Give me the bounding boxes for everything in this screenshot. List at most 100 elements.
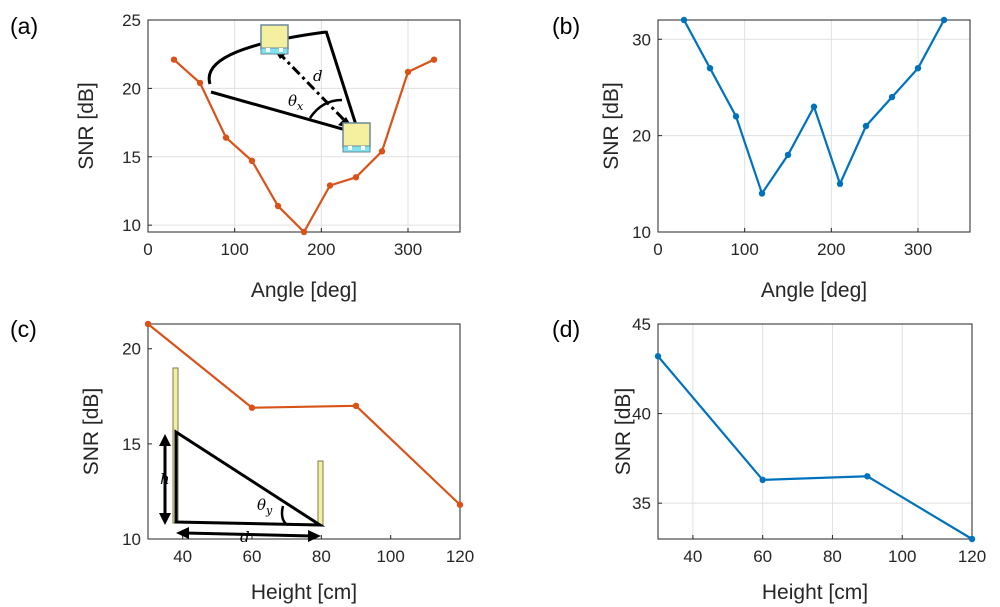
chart-b-point-3 <box>758 190 766 197</box>
chart-a-ytick-label-3: 25 <box>122 11 141 30</box>
chart-c-xtick-label-3: 100 <box>376 547 404 566</box>
chart-c-xtick-label-0: 40 <box>173 547 192 566</box>
chart-a-point-4 <box>274 202 282 210</box>
chart-b-point-4 <box>784 151 792 159</box>
chart-a-ytick-label-1: 15 <box>122 148 141 167</box>
chart-a-xtick-label-0: 0 <box>143 240 152 259</box>
inset-a-antenna-rx <box>342 122 371 153</box>
chart-d-xtick-label-0: 40 <box>683 547 702 566</box>
chart-d-ytick-label-0: 35 <box>632 494 651 513</box>
inset-c-distance-arrow-left <box>176 527 189 539</box>
chart-a-point-5 <box>300 228 308 236</box>
chart-c-series-line <box>147 323 461 506</box>
inset-a-antenna-tx <box>260 24 289 55</box>
chart-b-point-8 <box>888 93 896 101</box>
chart-d-point-1 <box>759 476 766 484</box>
inset-a-arc <box>207 30 327 85</box>
inset-a-diagram: d θ x <box>207 24 371 153</box>
inset-c-height-arrow-bottom <box>159 513 171 525</box>
chart-d-ylabel: SNR [dB] <box>612 388 635 476</box>
chart-b-xlabel: Angle [deg] <box>761 279 867 302</box>
inset-c-triangle <box>174 429 326 527</box>
chart-c-ytick-label-0: 10 <box>122 530 141 549</box>
chart-a-xlabel: Angle [deg] <box>251 279 357 302</box>
chart-a-ytick-label-0: 10 <box>122 216 141 235</box>
chart-b-point-6 <box>836 180 844 188</box>
chart-b-xtick-label-0: 0 <box>653 240 662 259</box>
panel-label-a: (a) <box>10 13 38 39</box>
chart-d-series-line <box>657 355 973 540</box>
panel-label-c: (c) <box>10 316 37 342</box>
chart-a-axes-box <box>147 19 461 233</box>
chart-a-point-8 <box>378 148 386 155</box>
inset-a-line-top <box>324 30 358 126</box>
chart-c: 40 60 80 100 120 10 15 20 Height [cm] SNR [dB] <box>80 320 474 604</box>
chart-a-xtick-label-2: 200 <box>307 240 335 259</box>
chart-c-ylabel: SNR [dB] <box>80 388 103 476</box>
chart-d-ytick-label-2: 45 <box>632 315 651 334</box>
chart-c-ytick-label-2: 20 <box>122 340 141 359</box>
inset-c-antenna-right <box>317 460 324 526</box>
chart-a-point-10 <box>430 56 438 63</box>
inset-c-height-arrow-top <box>159 434 171 446</box>
chart-d-ytick-label-1: 40 <box>632 405 651 424</box>
chart-c-xtick-label-2: 80 <box>312 547 331 566</box>
chart-c-xlabel: Height [cm] <box>251 581 357 604</box>
chart-a-ytick-label-2: 20 <box>122 79 141 98</box>
chart-a-point-1 <box>196 79 204 87</box>
inset-a-label-theta: θ <box>288 92 297 110</box>
chart-d-point-2 <box>864 473 871 480</box>
chart-b-xtick-label-1: 100 <box>730 240 758 259</box>
chart-a-ylabel: SNR [dB] <box>75 82 98 170</box>
chart-c-xtick-label-1: 60 <box>243 547 262 566</box>
inset-c-distance-arrow-right <box>308 530 321 542</box>
chart-a-point-7 <box>352 174 360 181</box>
chart-c-axes-box <box>147 323 461 540</box>
inset-c-diagram: h d θ y <box>159 367 326 546</box>
chart-b-point-9 <box>914 64 922 72</box>
chart-a-series-line <box>173 58 435 234</box>
chart-b-point-7 <box>862 122 870 130</box>
inset-c-label-d: d <box>240 528 250 546</box>
chart-c-xtick-label-4: 120 <box>446 547 474 566</box>
chart-d-point-0 <box>654 353 662 360</box>
inset-a-line-bottom <box>210 90 347 132</box>
chart-a-point-0 <box>170 56 178 63</box>
chart-b-point-2 <box>732 113 740 120</box>
chart-c-point-0 <box>144 320 152 328</box>
inset-c-label-theta-sub: y <box>265 504 273 517</box>
chart-b-point-5 <box>810 103 818 110</box>
inset-c-distance-arrow <box>184 531 313 538</box>
chart-a: 0 100 200 300 10 15 20 25 Angle [deg] SNR [dB] <box>75 11 461 302</box>
chart-b-ytick-label-0: 10 <box>632 223 651 242</box>
chart-a-xtick-label-3: 300 <box>394 240 422 259</box>
chart-b: 0 100 200 300 10 20 30 Angle [deg] SNR [dB] <box>600 16 971 302</box>
chart-a-point-2 <box>222 134 230 141</box>
chart-b-ylabel: SNR [dB] <box>600 82 623 170</box>
chart-d: 40 60 80 100 120 35 40 45 Height [cm] SNR [dB] <box>612 315 986 604</box>
chart-b-point-10 <box>940 16 948 24</box>
inset-a-label-d: d <box>313 67 323 85</box>
chart-b-ytick-label-2: 30 <box>632 30 651 49</box>
chart-b-point-0 <box>680 16 688 24</box>
panel-label-b: (b) <box>552 13 580 39</box>
chart-a-point-9 <box>404 68 412 76</box>
chart-a-point-3 <box>248 157 256 165</box>
chart-b-ytick-label-1: 20 <box>632 127 651 146</box>
chart-a-xtick-label-1: 100 <box>220 240 248 259</box>
chart-c-point-1 <box>248 404 256 411</box>
chart-d-xlabel: Height [cm] <box>762 581 868 604</box>
chart-d-xtick-label-2: 80 <box>823 547 842 566</box>
chart-c-ytick-label-1: 15 <box>122 435 141 454</box>
inset-a-label-theta-sub: x <box>297 100 304 113</box>
chart-a-point-6 <box>326 182 334 189</box>
inset-a-angle-arc <box>308 98 343 119</box>
chart-d-xtick-label-3: 100 <box>888 547 916 566</box>
chart-d-axes-box <box>657 323 973 540</box>
inset-c-label-theta: θ <box>257 496 266 514</box>
chart-c-point-3 <box>456 501 464 508</box>
chart-d-xtick-label-4: 120 <box>958 547 986 566</box>
chart-d-xtick-label-1: 60 <box>753 547 772 566</box>
chart-b-axes-box <box>657 19 971 233</box>
